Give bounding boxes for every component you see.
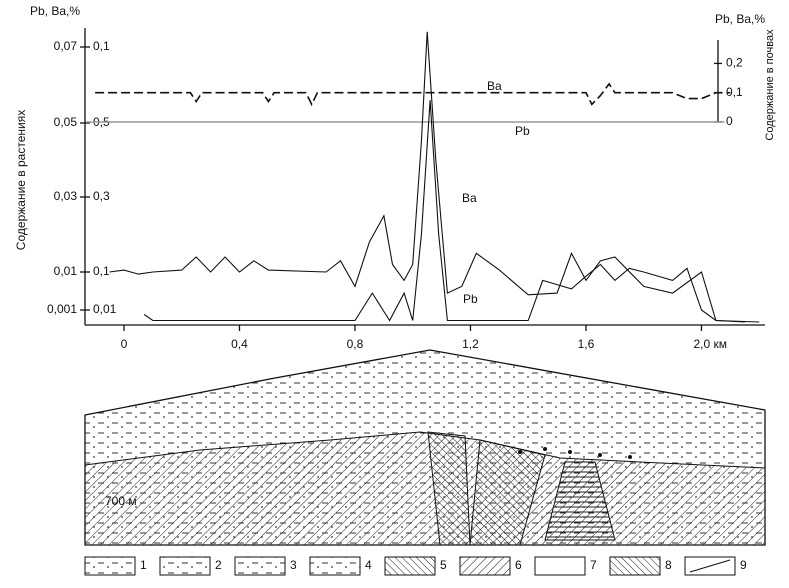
y-tick-label-ba: 0,01 [93,302,117,316]
y2-axis-title: Содержание в почвах [764,29,776,141]
legend-number: 8 [665,558,672,572]
legend-number: 3 [290,558,297,572]
lens [544,461,616,541]
series-label: Ba [462,191,477,205]
y2-tick-label: 0,2 [726,56,743,70]
y-tick-label: 0,07 [54,39,78,53]
legend-swatch [384,556,436,576]
y-tick-label: 0,01 [54,264,78,278]
legend-number: 1 [140,558,147,572]
x-tick-label: 0,8 [347,337,364,351]
series-label: Pb [515,124,530,138]
y-tick-label-ba: 0,1 [93,39,110,53]
legend-swatch [609,556,661,576]
chart: Pb, Ba,% Содержание в растениях Pb, Ba,%… [14,4,776,351]
x-tick-label: 0,4 [231,337,248,351]
x-tick-label: 0 [121,337,128,351]
series-line [143,100,745,323]
legend-fault [689,559,731,573]
legend-number: 2 [215,558,222,572]
legend-number: 6 [515,558,522,572]
x-tick-label: 1,6 [578,337,595,351]
series-line [95,82,731,107]
series-line [109,31,760,323]
section-label: 700 м [105,494,137,508]
y2-label: Pb, Ba,% [715,12,765,26]
y-tick-label: 0,03 [54,189,78,203]
section-legend: 1 2 3 4 5 6 7 8 9 [84,556,747,576]
y-tick-label-ba: 0,1 [93,264,110,278]
legend-number: 9 [740,558,747,572]
y2-tick-label: 0 [726,114,733,128]
x-tick-label: 1,2 [462,337,479,351]
ore-zone [469,439,546,546]
x-tick-label: 2,0 км [693,337,727,351]
y-tick-label: 0,05 [54,115,78,129]
legend-swatch [309,556,361,576]
cross-section: 700 м [84,349,766,546]
legend-number: 5 [440,558,447,572]
legend-swatch [459,556,511,576]
legend-swatch [534,556,586,576]
gravel [518,447,632,459]
legend-number: 4 [365,558,372,572]
series-label: Pb [463,292,478,306]
series-label: Ba [487,79,502,93]
y-tick-label: 0,001 [47,302,77,316]
legend-swatch [84,556,136,576]
y-axis-title: Содержание в растениях [14,110,28,250]
legend-swatch [159,556,211,576]
y-label: Pb, Ba,% [30,4,80,18]
legend-swatch [234,556,286,576]
y-tick-label-ba: 0,3 [93,189,110,203]
y2-tick-label: 0,1 [726,85,743,99]
legend-number: 7 [590,558,597,572]
